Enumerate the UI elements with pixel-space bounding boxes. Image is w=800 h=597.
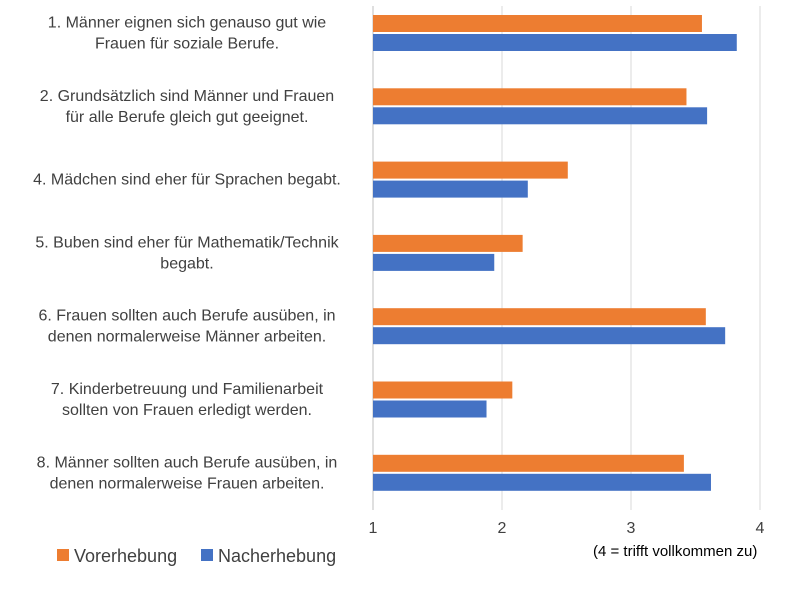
category-label-line: Frauen für soziale Berufe. <box>95 36 279 53</box>
bars <box>373 15 737 491</box>
category-label-line: 6. Frauen sollten auch Berufe ausüben, i… <box>38 308 335 325</box>
category-label-2: 2. Grundsätzlich sind Männer und Frauen f… <box>40 88 334 126</box>
category-label-line: 8. Männer sollten auch Berufe ausüben, i… <box>37 454 338 471</box>
category-label-line: 1. Männer eignen sich genauso gut wie <box>48 15 327 32</box>
category-label-line: sollten von Frauen erledigt werden. <box>62 402 312 419</box>
legend-label-vorerhebung: Vorerhebung <box>74 546 177 566</box>
category-label-7: 8. Männer sollten auch Berufe ausüben, i… <box>37 454 338 492</box>
bar-nacherhebung-5 <box>373 327 726 345</box>
legend: Vorerhebung Nacherhebung <box>57 546 336 566</box>
category-label-line: begabt. <box>160 255 213 272</box>
bar-vorerhebung-5 <box>373 308 706 326</box>
axis-note: (4 = trifft vollkommen zu) <box>593 543 757 560</box>
bar-vorerhebung-7 <box>373 454 684 472</box>
x-tick-label-3: 3 <box>627 520 636 537</box>
category-label-6: 7. Kinderbetreuung und Familienarbeit sol… <box>51 381 324 419</box>
category-label-line: für alle Berufe gleich gut geeignet. <box>66 109 309 126</box>
legend-swatch-nacherhebung <box>201 549 213 561</box>
category-label-line: 4. Mädchen sind eher für Sprachen begabt… <box>33 172 341 189</box>
bar-nacherhebung-6 <box>373 400 487 418</box>
category-labels: 1. Männer eignen sich genauso gut wie Fra… <box>33 15 341 493</box>
category-label-3: 4. Mädchen sind eher für Sprachen begabt… <box>33 172 341 189</box>
bar-vorerhebung-2 <box>373 88 687 106</box>
legend-label-nacherhebung: Nacherhebung <box>218 546 336 566</box>
bar-vorerhebung-1 <box>373 15 702 32</box>
bar-nacherhebung-2 <box>373 107 708 125</box>
bar-nacherhebung-7 <box>373 473 711 491</box>
x-tick-label-2: 2 <box>498 520 507 537</box>
category-label-line: 2. Grundsätzlich sind Männer und Frauen <box>40 88 334 105</box>
bar-vorerhebung-4 <box>373 234 523 252</box>
bar-vorerhebung-6 <box>373 381 513 399</box>
legend-swatch-vorerhebung <box>57 549 69 561</box>
x-tick-labels: 1 2 3 4 <box>369 520 765 537</box>
category-label-line: denen normalerweise Männer arbeiten. <box>48 329 326 346</box>
category-label-line: denen normalerweise Frauen arbeiten. <box>50 475 325 492</box>
bar-nacherhebung-4 <box>373 253 495 271</box>
bar-nacherhebung-3 <box>373 180 528 198</box>
x-tick-label-4: 4 <box>756 520 765 537</box>
bar-nacherhebung-1 <box>373 34 737 51</box>
category-label-line: 7. Kinderbetreuung und Familienarbeit <box>51 381 324 398</box>
category-label-4: 5. Buben sind eher für Mathematik/Techni… <box>35 234 339 272</box>
x-tick-label-1: 1 <box>369 520 378 537</box>
category-label-5: 6. Frauen sollten auch Berufe ausüben, i… <box>38 308 335 346</box>
category-label-1: 1. Männer eignen sich genauso gut wie Fra… <box>48 15 327 53</box>
bar-vorerhebung-3 <box>373 161 568 179</box>
category-label-line: 5. Buben sind eher für Mathematik/Techni… <box>35 234 339 251</box>
